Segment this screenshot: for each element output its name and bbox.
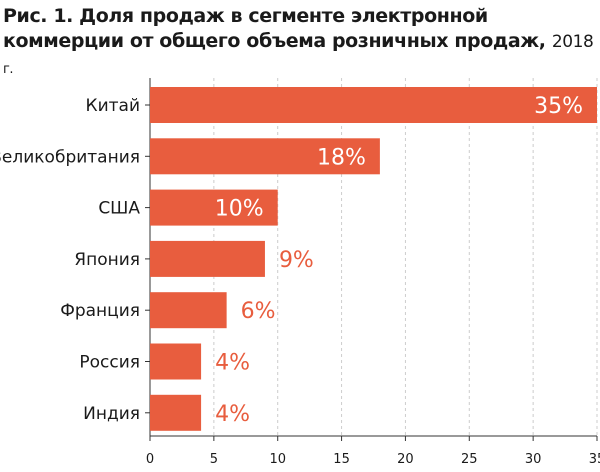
bar [150, 292, 227, 329]
x-tick-label: 25 [461, 452, 478, 467]
bar [150, 394, 202, 431]
bar [150, 343, 202, 380]
x-tick-label: 30 [525, 452, 542, 467]
category-label: США [98, 199, 140, 219]
chart-title: Рис. 1. Доля продаж в сегменте электронн… [3, 4, 599, 82]
chart-title-suffix: г. [3, 62, 14, 77]
bar [150, 240, 265, 277]
value-label: 4% [215, 402, 250, 427]
category-label: Индия [83, 404, 140, 424]
value-label: 4% [215, 351, 250, 376]
x-tick-label: 35 [589, 452, 600, 467]
x-tick-label: 10 [269, 452, 286, 467]
category-label: Великобритания [0, 147, 140, 167]
value-label: 6% [241, 299, 276, 324]
bar [150, 87, 597, 123]
category-label: Россия [79, 353, 140, 373]
x-tick-label: 0 [146, 452, 154, 467]
chart-title-text: Рис. 1. Доля продаж в сегменте электронн… [3, 5, 546, 52]
x-tick-label: 5 [210, 452, 218, 467]
category-label: Япония [74, 250, 140, 270]
value-label: 10% [215, 197, 264, 222]
value-label: 18% [317, 145, 366, 170]
bar [150, 138, 380, 175]
x-tick-label: 20 [397, 452, 414, 467]
bar [150, 189, 278, 226]
x-tick-label: 15 [333, 452, 350, 467]
category-label: Франция [60, 301, 140, 321]
value-label: 9% [279, 248, 314, 273]
category-label: Китай [86, 96, 141, 116]
chart-title-year: 2018 [551, 32, 594, 52]
value-label: 35% [534, 94, 583, 119]
